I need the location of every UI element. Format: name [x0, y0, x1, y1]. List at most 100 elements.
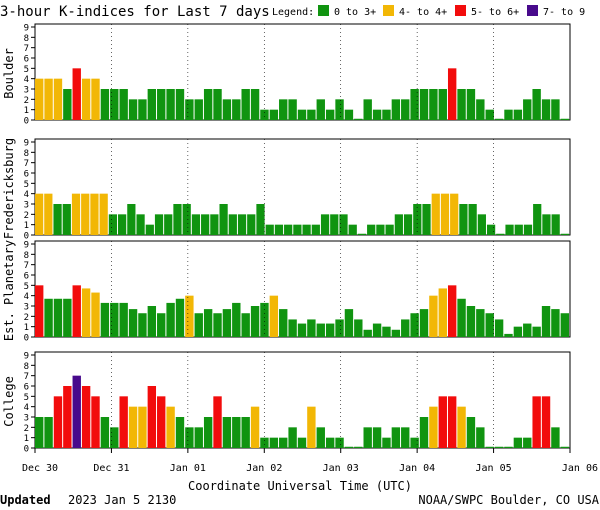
- bar: [232, 302, 241, 337]
- bar: [44, 417, 53, 448]
- bar: [344, 309, 354, 337]
- bar: [110, 89, 119, 120]
- bar: [447, 285, 457, 337]
- legend-label-1: 4- to 4+: [399, 7, 447, 18]
- bar: [382, 109, 391, 120]
- bar: [486, 224, 496, 235]
- bar: [279, 437, 288, 448]
- bar: [335, 437, 344, 448]
- bar: [44, 193, 53, 235]
- y-tick-label: 1: [24, 106, 29, 116]
- bar: [265, 224, 274, 235]
- bar: [147, 386, 157, 448]
- legend-label-2: 5- to 6+: [471, 7, 519, 18]
- bar: [419, 309, 429, 337]
- bar: [166, 89, 175, 120]
- bar: [297, 323, 307, 337]
- bar: [279, 309, 288, 337]
- bar: [438, 396, 447, 448]
- bar: [166, 406, 175, 448]
- bar: [363, 329, 372, 337]
- y-tick-label: 1: [24, 323, 29, 333]
- bar: [260, 302, 269, 337]
- bar: [72, 375, 81, 448]
- panel-label: College: [2, 376, 16, 427]
- y-tick-label: 1: [24, 221, 29, 231]
- y-tick-label: 5: [24, 393, 29, 403]
- chart-title: 3-hour K-indices for Last 7 days: [0, 4, 270, 20]
- y-tick-label: 1: [24, 434, 29, 444]
- bar: [560, 313, 569, 337]
- bar: [173, 204, 182, 235]
- bar: [185, 427, 194, 448]
- bar: [422, 204, 431, 235]
- legend-swatch-2: [455, 5, 466, 16]
- bar: [354, 118, 363, 120]
- bar: [307, 406, 316, 448]
- bar: [541, 306, 551, 337]
- bar: [81, 193, 90, 235]
- bar: [203, 89, 213, 120]
- bar: [466, 89, 476, 120]
- bar: [232, 99, 241, 120]
- bar: [344, 109, 354, 120]
- bar: [410, 313, 419, 337]
- bar: [138, 99, 147, 120]
- bar: [391, 99, 401, 120]
- bar: [533, 204, 542, 235]
- bar: [232, 417, 241, 448]
- bar: [367, 224, 376, 235]
- legend-swatch-3: [527, 5, 538, 16]
- y-tick-label: 5: [24, 282, 29, 292]
- bar: [297, 437, 307, 448]
- y-tick-label: 0: [24, 334, 29, 344]
- bar: [241, 417, 250, 448]
- bar: [213, 396, 222, 448]
- bar: [110, 302, 119, 337]
- legend-swatch-0: [318, 5, 329, 16]
- bar: [376, 224, 385, 235]
- bar: [154, 214, 164, 235]
- bar: [260, 109, 269, 120]
- bar: [513, 326, 523, 337]
- bar: [110, 427, 119, 448]
- y-tick-label: 6: [24, 383, 29, 393]
- bar: [53, 396, 63, 448]
- bar: [468, 204, 477, 235]
- bar: [91, 78, 100, 120]
- x-axis-label: Coordinate Universal Time (UTC): [188, 479, 412, 493]
- bar: [228, 214, 237, 235]
- bar: [429, 406, 438, 448]
- bar: [136, 214, 145, 235]
- y-tick-label: 2: [24, 211, 29, 221]
- bar: [363, 99, 372, 120]
- bar: [532, 326, 541, 337]
- bar: [247, 214, 256, 235]
- y-tick-label: 4: [24, 403, 29, 413]
- y-tick-label: 4: [24, 190, 29, 200]
- bar: [485, 109, 494, 120]
- bar: [330, 214, 339, 235]
- bar: [438, 288, 447, 337]
- bar: [269, 437, 279, 448]
- bar: [385, 224, 394, 235]
- legend-label-3: 7- to 9: [543, 7, 585, 18]
- updated-value: 2023 Jan 5 2130: [68, 493, 176, 507]
- bar: [53, 78, 63, 120]
- bar: [279, 99, 288, 120]
- bar: [504, 333, 513, 337]
- y-tick-label: 8: [24, 251, 29, 261]
- x-tick-label: Dec 31: [93, 463, 129, 474]
- bar: [119, 302, 128, 337]
- bar: [382, 326, 391, 337]
- bar: [560, 118, 569, 120]
- bar: [401, 427, 410, 448]
- bar: [419, 89, 429, 120]
- bar: [372, 323, 382, 337]
- y-tick-label: 8: [24, 362, 29, 372]
- y-tick-label: 3: [24, 303, 29, 313]
- bar: [138, 313, 147, 337]
- y-tick-label: 5: [24, 180, 29, 190]
- y-tick-label: 3: [24, 414, 29, 424]
- bar: [541, 396, 551, 448]
